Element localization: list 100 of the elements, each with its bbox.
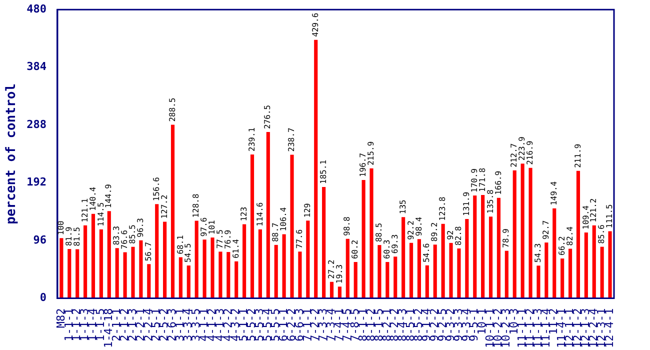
bar	[481, 194, 485, 298]
data-label: 171.8	[478, 168, 487, 192]
data-label: 127.2	[160, 194, 169, 219]
data-label: 19.3	[334, 264, 344, 284]
bar	[441, 224, 445, 298]
bar	[60, 238, 64, 298]
y-tick-label: 384	[26, 60, 47, 74]
bar	[115, 248, 119, 298]
bar	[186, 265, 190, 298]
data-label: 69.3	[390, 234, 400, 254]
bar	[457, 248, 461, 298]
data-label: 97.6	[200, 217, 209, 237]
bar	[378, 245, 382, 298]
data-label: 89.2	[430, 222, 440, 242]
bar	[576, 170, 580, 298]
bar	[449, 242, 453, 298]
data-label: 60.3	[382, 240, 392, 259]
bar	[242, 224, 246, 298]
bar	[473, 195, 477, 298]
bar	[370, 168, 374, 298]
data-label: 135	[398, 199, 408, 214]
bar	[202, 240, 206, 298]
data-label: 77.6	[295, 229, 304, 249]
bar	[504, 250, 508, 298]
bar	[258, 229, 262, 298]
bar	[234, 261, 238, 298]
data-label: 68.1	[176, 234, 185, 254]
data-label: 54.5	[184, 243, 193, 262]
data-label: 129	[302, 203, 312, 218]
data-label: 166.9	[494, 170, 503, 195]
bar	[123, 252, 127, 298]
data-label: 56.7	[144, 242, 153, 262]
data-label: 123.8	[438, 196, 448, 221]
bar	[68, 249, 72, 298]
data-label: 223.9	[518, 136, 527, 161]
bar	[338, 286, 342, 298]
data-label: 81.9	[64, 226, 74, 246]
data-label: 114.5	[96, 202, 106, 226]
bar	[99, 229, 103, 298]
bar	[84, 225, 88, 298]
bar	[346, 238, 350, 298]
data-label: 98.4	[414, 216, 424, 236]
bar	[552, 208, 556, 298]
data-label: 215.9	[366, 141, 376, 166]
bar	[306, 220, 310, 298]
bar	[250, 154, 254, 298]
bar	[600, 246, 604, 298]
bar	[76, 249, 80, 298]
bar	[465, 218, 469, 298]
data-label: 238.7	[287, 127, 296, 152]
data-label: 106.4	[279, 207, 288, 232]
data-label: 121.1	[80, 198, 90, 222]
data-label: 140.4	[88, 186, 98, 211]
data-label: 96.3	[136, 218, 146, 238]
data-label: 100	[56, 220, 66, 236]
y-tick-label: 96	[33, 233, 47, 246]
data-label: 123	[239, 206, 248, 222]
bar	[314, 40, 318, 298]
bar	[584, 232, 588, 298]
data-label: 156.6	[152, 176, 161, 202]
data-label: 196.7	[358, 152, 368, 177]
bar	[131, 246, 135, 298]
bar	[536, 266, 540, 298]
bar	[107, 211, 111, 298]
bar	[282, 234, 286, 298]
bar	[425, 265, 429, 298]
bar	[322, 186, 326, 298]
data-label: 276.5	[263, 104, 272, 129]
data-label: 81.5	[72, 226, 82, 246]
bar	[386, 262, 390, 298]
data-label: 288.5	[168, 98, 177, 122]
bar	[362, 180, 366, 298]
bar	[155, 204, 159, 298]
bar	[226, 252, 230, 298]
data-label: 66.2	[557, 236, 566, 256]
data-label: 429.6	[310, 12, 320, 37]
data-label: 131.9	[462, 192, 471, 216]
bar	[608, 231, 612, 298]
data-label: 92.7	[542, 220, 550, 240]
bar	[433, 244, 437, 298]
data-label: 77.5	[216, 229, 225, 249]
data-label: 88.7	[271, 222, 280, 242]
bar	[163, 222, 167, 298]
data-label: 54.3	[534, 243, 543, 263]
data-label: 239.1	[247, 127, 256, 152]
bar	[91, 214, 96, 298]
y-tick-label: 480	[26, 2, 46, 16]
data-label: 76.6	[120, 230, 130, 250]
bar	[210, 238, 214, 298]
data-label: 54.6	[422, 242, 432, 262]
data-label: 185.1	[318, 160, 328, 184]
data-label: 82.8	[454, 226, 464, 246]
data-label: 85.6	[597, 224, 606, 244]
y-tick-label: 288	[26, 118, 46, 131]
bar	[194, 220, 198, 298]
data-label: 98.8	[342, 216, 352, 236]
data-label: 114.6	[255, 202, 264, 226]
bar	[266, 132, 270, 298]
bar	[178, 257, 182, 298]
bar	[560, 258, 564, 298]
